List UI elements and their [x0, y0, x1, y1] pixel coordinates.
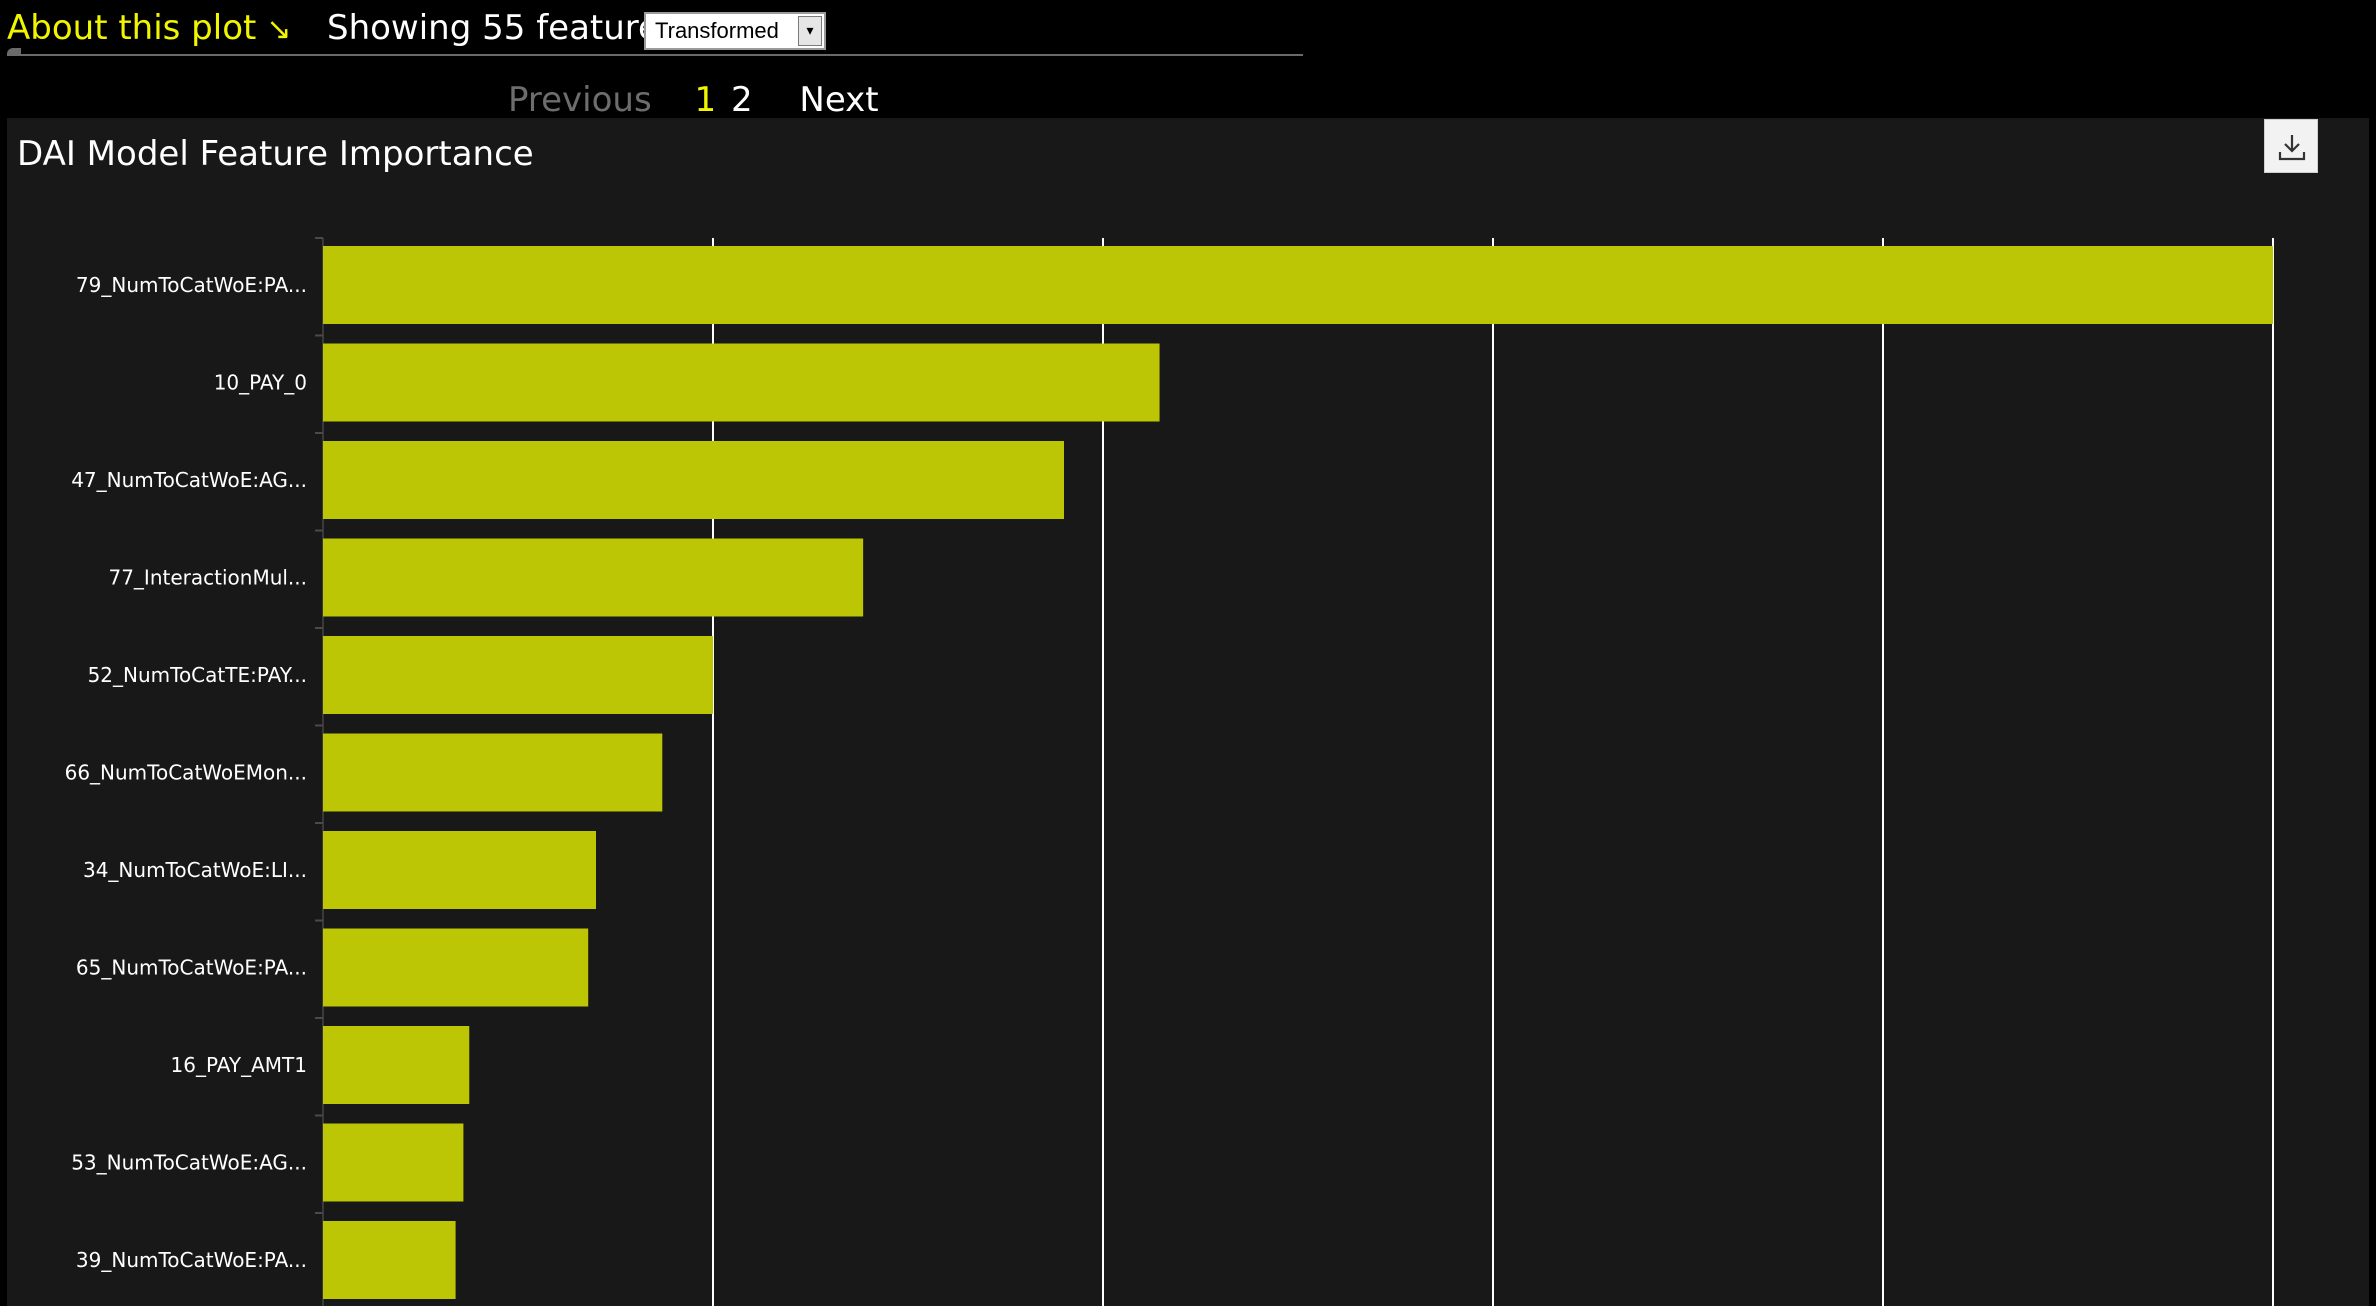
feature-type-select[interactable]: Transformed ▾ [644, 12, 826, 50]
bar[interactable] [323, 1221, 456, 1299]
pagination: Previous 1 2 Next [508, 78, 879, 122]
bar[interactable] [323, 928, 589, 1007]
showing-features-label: Showing 55 features: [327, 8, 689, 48]
y-tick-label: 53_NumToCatWoE:AG... [71, 1151, 307, 1175]
page-1-button[interactable]: 1 [694, 80, 717, 120]
y-tick-label: 66_NumToCatWoEMon... [65, 761, 307, 785]
download-button[interactable] [2264, 119, 2318, 173]
feature-type-select-value: Transformed [655, 18, 779, 43]
y-tick-label: 47_NumToCatWoE:AG... [71, 468, 307, 492]
bar[interactable] [323, 636, 713, 714]
plot-toolbar: About this plot ↘ Showing 55 features: Tr… [0, 0, 1304, 58]
chart-panel: DAI Model Feature Importance 79_NumToCat… [7, 118, 2369, 1306]
download-icon [2278, 135, 2306, 161]
toolbar-divider [7, 54, 1303, 56]
arrow-down-right-icon: ↘ [266, 12, 292, 47]
y-tick-label: 52_NumToCatTE:PAY... [88, 663, 307, 687]
bar[interactable] [323, 538, 864, 617]
y-tick-label: 39_NumToCatWoE:PA... [76, 1248, 307, 1272]
bar[interactable] [323, 246, 2273, 324]
bar[interactable] [323, 733, 663, 812]
y-tick-label: 10_PAY_0 [214, 371, 307, 395]
toolbar-divider-tab [7, 48, 21, 56]
bar[interactable] [323, 1026, 470, 1104]
bar-chart: 79_NumToCatWoE:PA... 10_PAY_0 47_NumToCatW… [65, 237, 2274, 1306]
y-tick-label: 77_InteractionMul... [108, 566, 307, 590]
y-tick-label: 65_NumToCatWoE:PA... [76, 956, 307, 980]
bar[interactable] [323, 343, 1160, 422]
bar[interactable] [323, 1123, 464, 1202]
y-tick-label: 16_PAY_AMT1 [171, 1053, 307, 1077]
y-tick-label: 34_NumToCatWoE:LI... [83, 858, 307, 882]
chart-title: DAI Model Feature Importance [17, 134, 534, 174]
about-plot-link[interactable]: About this plot ↘ [7, 6, 291, 52]
bar[interactable] [323, 831, 596, 909]
bar[interactable] [323, 441, 1064, 519]
chevron-down-icon[interactable]: ▾ [798, 16, 822, 46]
next-page-button[interactable]: Next [799, 80, 879, 120]
previous-page-button[interactable]: Previous [508, 80, 652, 120]
page-2-button[interactable]: 2 [730, 80, 753, 120]
y-tick-label: 79_NumToCatWoE:PA... [76, 273, 307, 297]
about-plot-label: About this plot [7, 8, 257, 48]
